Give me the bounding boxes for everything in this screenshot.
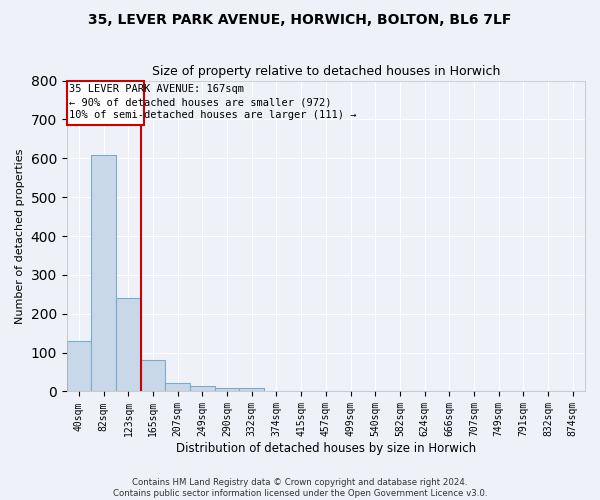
Title: Size of property relative to detached houses in Horwich: Size of property relative to detached ho… [152,65,500,78]
Bar [239,388,264,392]
Y-axis label: Number of detached properties: Number of detached properties [15,148,25,324]
Bar [67,341,91,392]
Bar [215,388,239,392]
Text: ← 90% of detached houses are smaller (972): ← 90% of detached houses are smaller (97… [69,98,332,108]
Bar [116,298,141,392]
Bar [141,360,166,392]
Text: 35 LEVER PARK AVENUE: 167sqm: 35 LEVER PARK AVENUE: 167sqm [69,84,244,94]
Text: 35, LEVER PARK AVENUE, HORWICH, BOLTON, BL6 7LF: 35, LEVER PARK AVENUE, HORWICH, BOLTON, … [88,12,512,26]
X-axis label: Distribution of detached houses by size in Horwich: Distribution of detached houses by size … [176,442,476,455]
Text: Contains HM Land Registry data © Crown copyright and database right 2024.
Contai: Contains HM Land Registry data © Crown c… [113,478,487,498]
Bar [166,383,190,392]
Text: 10% of semi-detached houses are larger (111) →: 10% of semi-detached houses are larger (… [69,110,356,120]
FancyBboxPatch shape [67,80,145,125]
Bar [190,386,215,392]
Bar [91,155,116,392]
